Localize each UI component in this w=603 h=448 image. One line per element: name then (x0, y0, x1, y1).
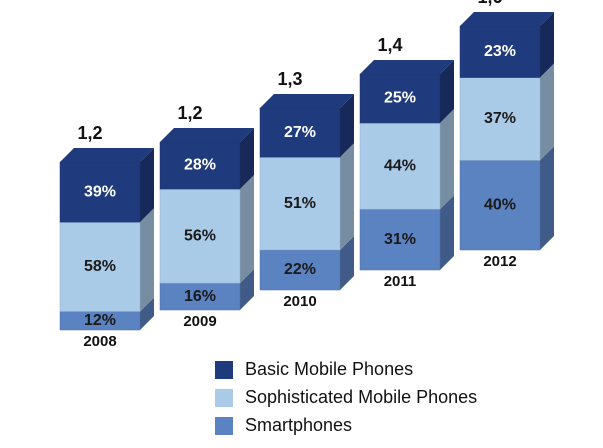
legend-swatch (215, 361, 233, 379)
bar-top (460, 12, 554, 26)
value-label: 22% (284, 261, 316, 278)
bar-side (140, 297, 154, 330)
x-tick-label: 2010 (283, 293, 316, 310)
bar-side (140, 208, 154, 312)
value-label: 28% (184, 157, 216, 174)
legend-swatch (215, 389, 233, 407)
legend-label: Basic Mobile Phones (245, 359, 413, 379)
bar-side (540, 146, 554, 250)
bar-side (440, 195, 454, 270)
value-label: 27% (284, 124, 316, 141)
value-label: 39% (84, 183, 116, 200)
value-label: 51% (284, 195, 316, 212)
bar-segment (259, 156, 341, 251)
bar-segment (259, 107, 341, 158)
bar-side (440, 109, 454, 210)
bar-segment (359, 122, 441, 210)
total-label: 1,2 (177, 103, 202, 123)
bar-segment (159, 282, 241, 311)
value-label: 58% (84, 258, 116, 275)
bar-side (140, 148, 154, 223)
value-label: 23% (484, 43, 516, 60)
bar-side (240, 128, 254, 190)
value-label: 31% (384, 231, 416, 248)
value-label: 16% (184, 288, 216, 305)
total-label: 1,2 (77, 123, 102, 143)
x-tick-label: 2012 (483, 253, 516, 270)
value-label: 44% (384, 157, 416, 174)
value-label: 37% (484, 110, 516, 127)
bar-segment (159, 141, 241, 190)
bar-top (60, 148, 154, 162)
bar-segment (259, 249, 341, 291)
x-tick-label: 2008 (83, 333, 116, 350)
x-tick-label: 2011 (384, 273, 417, 290)
bar-side (340, 235, 354, 290)
bar-side (440, 60, 454, 123)
bar-side (240, 269, 254, 310)
value-label: 25% (384, 90, 416, 107)
legend-label: Sophisticated Mobile Phones (245, 387, 477, 407)
total-label: 1,3 (277, 69, 302, 89)
legend-swatch (215, 417, 233, 435)
bar-segment (359, 208, 441, 271)
bar-side (540, 12, 554, 78)
total-label: 1,6 (477, 0, 502, 7)
x-tick-label: 2009 (183, 313, 216, 330)
bar-side (340, 143, 354, 250)
bar-top (160, 128, 254, 142)
bar-top (360, 60, 454, 74)
bar-segment (59, 221, 141, 312)
bar-side (340, 94, 354, 158)
bar-segment (459, 77, 541, 161)
value-label: 56% (184, 227, 216, 244)
bar-side (240, 175, 254, 284)
bar-top (260, 94, 354, 108)
bar-segment (459, 160, 541, 251)
value-label: 40% (484, 196, 516, 213)
bar-segment (359, 73, 441, 124)
bar-side (540, 63, 554, 161)
bar-segment (159, 188, 241, 284)
value-label: 12% (84, 312, 116, 329)
legend-label: Smartphones (245, 415, 352, 435)
total-label: 1,4 (377, 35, 402, 55)
